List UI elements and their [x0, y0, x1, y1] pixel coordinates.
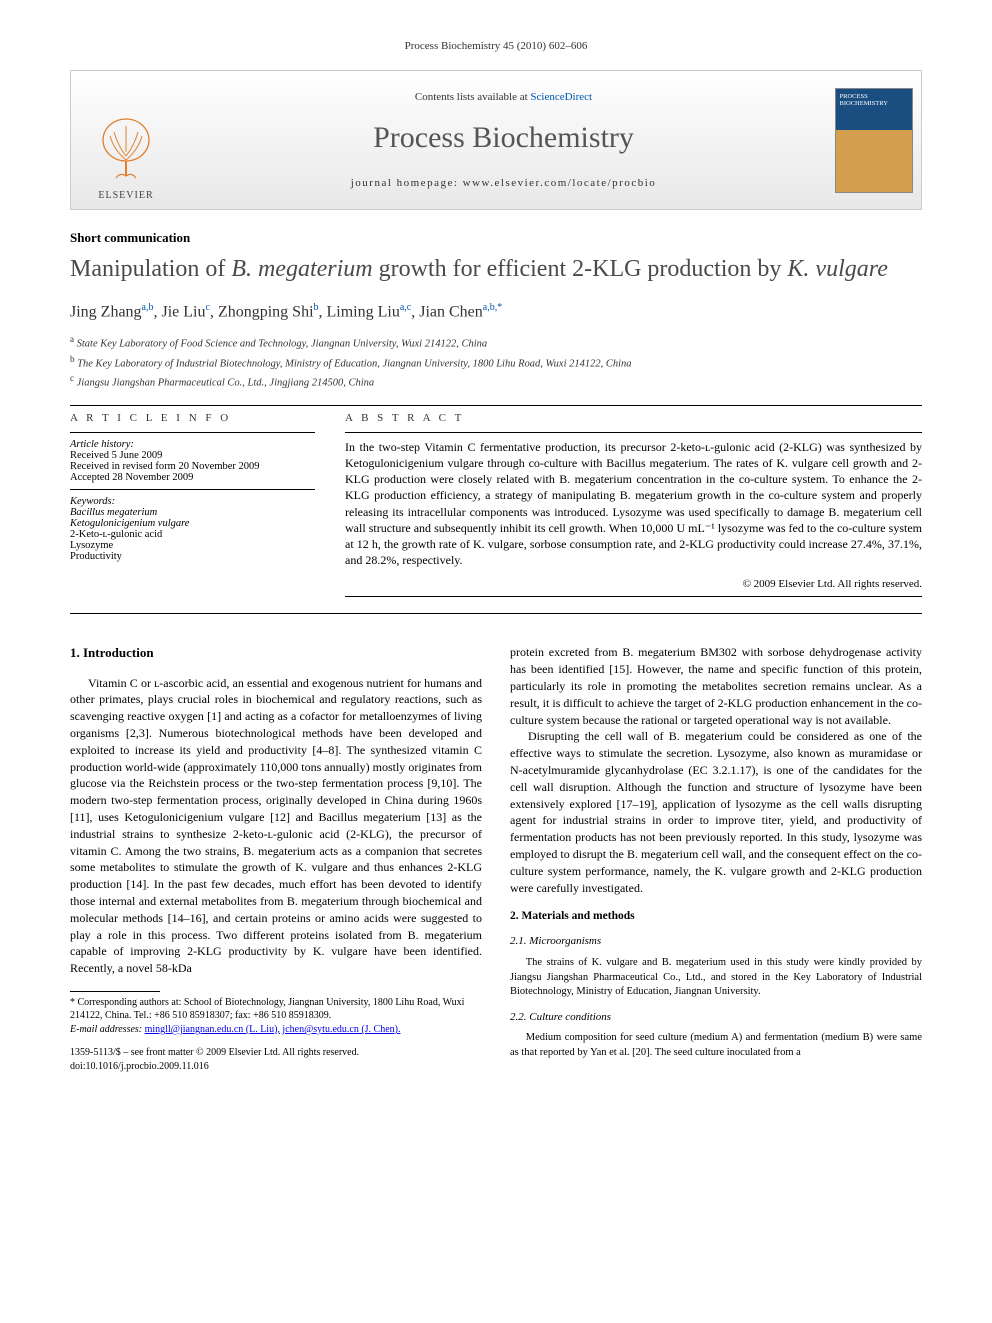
affiliation-a: State Key Laboratory of Food Science and…	[77, 339, 488, 350]
keywords-label: Keywords:	[70, 496, 315, 507]
publisher-name: ELSEVIER	[98, 190, 153, 201]
divider	[70, 613, 922, 614]
author-5: Jian Chen	[419, 303, 483, 320]
footnote-separator	[70, 991, 160, 992]
cover-line2: BIOCHEMISTRY	[840, 100, 888, 107]
author-2-aff[interactable]: c	[206, 302, 210, 313]
author-5-aff[interactable]: a,b,*	[483, 302, 502, 313]
running-head: Process Biochemistry 45 (2010) 602–606	[70, 40, 922, 52]
corresponding-author-footnote: * Corresponding authors at: School of Bi…	[70, 996, 482, 1037]
abstract-copyright: © 2009 Elsevier Ltd. All rights reserved…	[345, 578, 922, 590]
title-species2: K. vulgare	[787, 256, 887, 282]
article-info-block: A R T I C L E I N F O Article history: R…	[70, 412, 315, 604]
author-3-aff[interactable]: b	[314, 302, 319, 313]
article-type-label: Short communication	[70, 230, 922, 246]
history-label: Article history:	[70, 439, 315, 450]
keyword-3: 2-Keto-ʟ-gulonic acid	[70, 529, 315, 540]
cover-image: PROCESSBIOCHEMISTRY	[835, 88, 913, 193]
email-label: E-mail addresses:	[70, 1024, 142, 1035]
contents-text: Contents lists available at	[415, 91, 530, 103]
title-species1: B. megaterium	[231, 256, 372, 282]
journal-title: Process Biochemistry	[373, 121, 634, 155]
email-link-1[interactable]: mingll@jiangnan.edu.cn (L. Liu),	[145, 1024, 280, 1035]
author-4-aff[interactable]: a,c	[400, 302, 411, 313]
abstract-heading: A B S T R A C T	[345, 412, 922, 424]
footnote-corr: * Corresponding authors at: School of Bi…	[70, 996, 482, 1023]
sciencedirect-link[interactable]: ScienceDirect	[530, 91, 592, 103]
affiliation-b: The Key Laboratory of Industrial Biotech…	[77, 358, 631, 369]
affiliations: a State Key Laboratory of Food Science a…	[70, 333, 922, 391]
keyword-2: Ketogulonicigenium vulgare	[70, 518, 189, 529]
history-revised: Received in revised form 20 November 200…	[70, 461, 315, 472]
keyword-4: Lysozyme	[70, 540, 315, 551]
col2-paragraph-1: protein excreted from B. megaterium BM30…	[510, 644, 922, 728]
abstract-block: A B S T R A C T In the two-step Vitamin …	[345, 412, 922, 604]
col2-paragraph-2: Disrupting the cell wall of B. megateriu…	[510, 728, 922, 896]
history-accepted: Accepted 28 November 2009	[70, 472, 315, 483]
keyword-5: Productivity	[70, 551, 315, 562]
history-received: Received 5 June 2009	[70, 450, 315, 461]
email-link-2[interactable]: jchen@sytu.edu.cn (J. Chen).	[282, 1024, 400, 1035]
article-info-heading: A R T I C L E I N F O	[70, 412, 315, 424]
author-1: Jing Zhang	[70, 303, 142, 320]
divider	[70, 405, 922, 406]
keyword-1: Bacillus megaterium	[70, 507, 157, 518]
journal-homepage: journal homepage: www.elsevier.com/locat…	[351, 177, 657, 189]
journal-header-box: ELSEVIER Contents lists available at Sci…	[70, 70, 922, 210]
body-column-right: protein excreted from B. megaterium BM30…	[510, 644, 922, 1073]
affiliation-c: Jiangsu Jiangshan Pharmaceutical Co., Lt…	[77, 377, 375, 388]
elsevier-tree-icon	[96, 116, 156, 186]
intro-heading: 1. Introduction	[70, 644, 482, 662]
body-column-left: 1. Introduction Vitamin C or ʟ-ascorbic …	[70, 644, 482, 1073]
publisher-logo: ELSEVIER	[71, 71, 181, 209]
abstract-text: In the two-step Vitamin C fermentative p…	[345, 439, 922, 569]
author-2: Jie Liu	[162, 303, 206, 320]
culture-conditions-subheading: 2.2. Culture conditions	[510, 1010, 922, 1025]
author-1-aff[interactable]: a,b	[142, 302, 154, 313]
title-part2: growth for efficient 2-KLG production by	[373, 256, 788, 282]
author-4: Liming Liu	[327, 303, 400, 320]
microorganisms-subheading: 2.1. Microorganisms	[510, 934, 922, 949]
article-title: Manipulation of B. megaterium growth for…	[70, 254, 922, 284]
author-list: Jing Zhanga,b, Jie Liuc, Zhongping Shib,…	[70, 302, 922, 321]
issn-line: 1359-5113/$ – see front matter © 2009 El…	[70, 1046, 482, 1060]
cover-line1: PROCESS	[840, 93, 868, 100]
doi-line: doi:10.1016/j.procbio.2009.11.016	[70, 1060, 482, 1074]
author-3: Zhongping Shi	[218, 303, 314, 320]
contents-available-line: Contents lists available at ScienceDirec…	[415, 91, 592, 103]
culture-conditions-text: Medium composition for seed culture (med…	[510, 1031, 922, 1060]
journal-center: Contents lists available at ScienceDirec…	[181, 71, 826, 209]
journal-cover-thumb: PROCESSBIOCHEMISTRY	[826, 71, 921, 209]
title-part1: Manipulation of	[70, 256, 231, 282]
materials-methods-heading: 2. Materials and methods	[510, 908, 922, 924]
intro-paragraph-1: Vitamin C or ʟ-ascorbic acid, an essenti…	[70, 675, 482, 977]
microorganisms-text: The strains of K. vulgare and B. megater…	[510, 956, 922, 1000]
